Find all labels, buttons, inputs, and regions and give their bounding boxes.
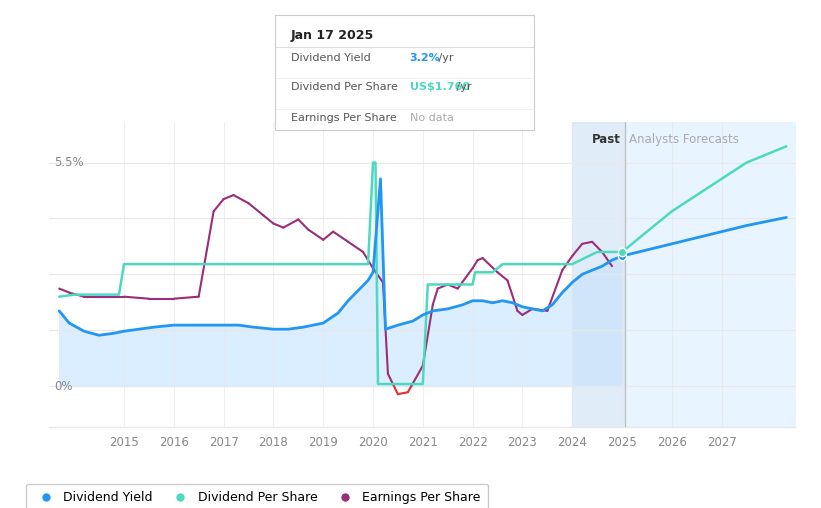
Text: 3.2%: 3.2% — [410, 52, 440, 62]
Text: 0%: 0% — [54, 379, 73, 393]
Bar — [625, 122, 796, 427]
Legend: Dividend Yield, Dividend Per Share, Earnings Per Share: Dividend Yield, Dividend Per Share, Earn… — [25, 484, 488, 508]
Text: /yr: /yr — [435, 52, 454, 62]
Text: No data: No data — [410, 113, 453, 123]
Text: Jan 17 2025: Jan 17 2025 — [291, 29, 374, 42]
Text: Analysts Forecasts: Analysts Forecasts — [629, 133, 738, 146]
Text: Dividend Per Share: Dividend Per Share — [291, 82, 397, 92]
Text: /yr: /yr — [453, 82, 472, 92]
Text: Earnings Per Share: Earnings Per Share — [291, 113, 397, 123]
Text: US$1.760: US$1.760 — [410, 82, 470, 92]
Text: 5.5%: 5.5% — [54, 156, 84, 169]
Bar — [572, 122, 625, 427]
Text: Past: Past — [592, 133, 621, 146]
Text: Dividend Yield: Dividend Yield — [291, 52, 370, 62]
